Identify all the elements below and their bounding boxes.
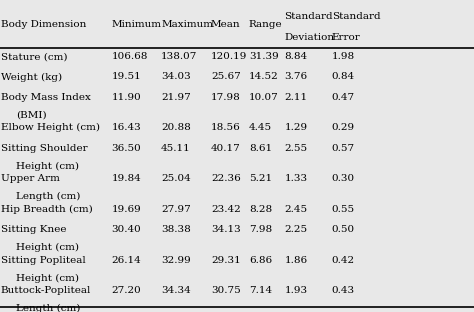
Text: Weight (kg): Weight (kg) [1,72,62,81]
Text: Body Dimension: Body Dimension [1,20,86,29]
Text: 22.36: 22.36 [211,174,241,183]
Text: 3.76: 3.76 [284,72,308,81]
Text: 21.97: 21.97 [161,93,191,102]
Text: 4.45: 4.45 [249,123,272,132]
Text: 138.07: 138.07 [161,52,198,61]
Text: 5.21: 5.21 [249,174,272,183]
Text: 32.99: 32.99 [161,256,191,265]
Text: 40.17: 40.17 [211,144,241,153]
Text: Sitting Shoulder: Sitting Shoulder [1,144,88,153]
Text: Deviation: Deviation [284,33,335,42]
Text: 6.86: 6.86 [249,256,272,265]
Text: Upper Arm: Upper Arm [1,174,60,183]
Text: 23.42: 23.42 [211,205,241,214]
Text: 0.50: 0.50 [332,225,355,234]
Text: 1.98: 1.98 [332,52,355,61]
Text: Stature (cm): Stature (cm) [1,52,67,61]
Text: 106.68: 106.68 [111,52,148,61]
Text: 25.67: 25.67 [211,72,241,81]
Text: Body Mass Index: Body Mass Index [1,93,91,102]
Text: 19.69: 19.69 [111,205,141,214]
Text: 7.14: 7.14 [249,286,272,295]
Text: 11.90: 11.90 [111,93,141,102]
Text: 36.50: 36.50 [111,144,141,153]
Text: Height (cm): Height (cm) [16,243,79,252]
Text: Height (cm): Height (cm) [16,162,79,171]
Text: 29.31: 29.31 [211,256,241,265]
Text: 30.75: 30.75 [211,286,241,295]
Text: Minimum: Minimum [111,20,161,29]
Text: 34.03: 34.03 [161,72,191,81]
Text: Height (cm): Height (cm) [16,274,79,283]
Text: Hip Breadth (cm): Hip Breadth (cm) [1,205,93,214]
Text: 8.61: 8.61 [249,144,272,153]
Text: 0.84: 0.84 [332,72,355,81]
Text: 2.45: 2.45 [284,205,308,214]
Text: 2.11: 2.11 [284,93,308,102]
Text: Maximum: Maximum [161,20,213,29]
Text: Buttock-Popliteal: Buttock-Popliteal [1,286,91,295]
Text: 10.07: 10.07 [249,93,279,102]
Text: 0.57: 0.57 [332,144,355,153]
Text: Mean: Mean [211,20,240,29]
Text: 34.13: 34.13 [211,225,241,234]
Text: (BMI): (BMI) [16,111,47,120]
Text: Standard: Standard [332,12,381,22]
Text: Standard: Standard [284,12,333,22]
Text: 26.14: 26.14 [111,256,141,265]
Text: 19.51: 19.51 [111,72,141,81]
Text: 19.84: 19.84 [111,174,141,183]
Text: Error: Error [332,33,361,42]
Text: Range: Range [249,20,283,29]
Text: 31.39: 31.39 [249,52,279,61]
Text: 18.56: 18.56 [211,123,241,132]
Text: 34.34: 34.34 [161,286,191,295]
Text: 0.43: 0.43 [332,286,355,295]
Text: 1.86: 1.86 [284,256,308,265]
Text: 30.40: 30.40 [111,225,141,234]
Text: 2.25: 2.25 [284,225,308,234]
Text: 120.19: 120.19 [211,52,247,61]
Text: 1.29: 1.29 [284,123,308,132]
Text: Sitting Knee: Sitting Knee [1,225,66,234]
Text: 8.84: 8.84 [284,52,308,61]
Text: 0.42: 0.42 [332,256,355,265]
Text: 25.04: 25.04 [161,174,191,183]
Text: 27.20: 27.20 [111,286,141,295]
Text: 0.47: 0.47 [332,93,355,102]
Text: 45.11: 45.11 [161,144,191,153]
Text: 17.98: 17.98 [211,93,241,102]
Text: Sitting Popliteal: Sitting Popliteal [1,256,86,265]
Text: 20.88: 20.88 [161,123,191,132]
Text: 0.30: 0.30 [332,174,355,183]
Text: 16.43: 16.43 [111,123,141,132]
Text: 0.55: 0.55 [332,205,355,214]
Text: 1.33: 1.33 [284,174,308,183]
Text: 8.28: 8.28 [249,205,272,214]
Text: 2.55: 2.55 [284,144,308,153]
Text: 7.98: 7.98 [249,225,272,234]
Text: 27.97: 27.97 [161,205,191,214]
Text: Elbow Height (cm): Elbow Height (cm) [1,123,100,132]
Text: 1.93: 1.93 [284,286,308,295]
Text: 0.29: 0.29 [332,123,355,132]
Text: 14.52: 14.52 [249,72,279,81]
Text: 38.38: 38.38 [161,225,191,234]
Text: Length (cm): Length (cm) [16,304,81,312]
Text: Length (cm): Length (cm) [16,192,81,201]
